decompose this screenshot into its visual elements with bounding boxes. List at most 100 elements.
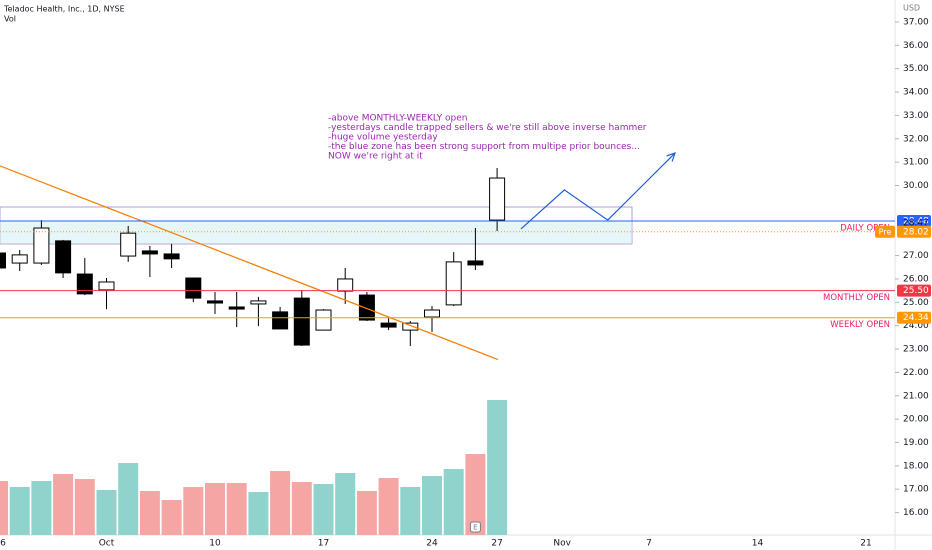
annotation-line: -the blue zone has been strong support f… — [328, 142, 640, 152]
volume-bar — [183, 487, 204, 535]
volume-bar — [378, 478, 399, 535]
y-tick-label: 34.00 — [903, 88, 929, 98]
y-tick-label: 20.00 — [903, 415, 929, 425]
y-tick-label: 25.00 — [903, 298, 929, 308]
candle-body — [272, 311, 289, 330]
candle-body — [402, 322, 419, 331]
volume-bar — [270, 471, 291, 535]
annotation-line: -above MONTHLY-WEEKLY open — [328, 114, 468, 124]
chart-title: Teladoc Health, Inc., 1D, NYSE — [3, 5, 125, 14]
y-tick-label: 37.00 — [903, 17, 929, 27]
candle-body — [424, 309, 440, 318]
volume-bar — [422, 476, 442, 535]
candle-body — [163, 253, 180, 260]
annotation-line: NOW we're right at it — [328, 152, 423, 162]
price-badge — [897, 225, 931, 238]
volume-bar — [139, 491, 160, 535]
premarket-tag-label: Pre — [879, 227, 892, 236]
event-label: E — [473, 524, 477, 532]
volume-bar — [161, 500, 182, 535]
volume-bar — [226, 483, 247, 535]
x-tick-label: Oct — [99, 539, 115, 549]
projection-path — [520, 152, 676, 230]
volume-bar — [248, 492, 269, 535]
candle-body — [489, 177, 506, 221]
x-tick-label: 27 — [491, 539, 502, 549]
event-badge — [469, 521, 481, 533]
candle-body — [55, 240, 72, 274]
y-tick-label: 35.00 — [903, 64, 929, 74]
candle-body — [207, 300, 223, 304]
x-tick-label: 14 — [752, 539, 764, 549]
candle-body — [250, 300, 267, 305]
volume-bar — [487, 400, 508, 535]
price-badge — [897, 311, 931, 324]
candle-body — [337, 278, 354, 292]
x-tick-label: 24 — [426, 539, 438, 549]
candle-body — [380, 322, 397, 328]
arrow-head — [666, 152, 677, 162]
candle-body — [467, 260, 484, 266]
candle-body — [11, 254, 28, 264]
volume-label: Vol — [4, 15, 16, 24]
y-tick-label: 23.00 — [903, 345, 929, 355]
volume-bar — [74, 479, 95, 535]
y-tick-label: 30.00 — [903, 181, 929, 191]
level-name: WEEKLY OPEN — [830, 320, 890, 330]
level-name: DAILY OPEN — [840, 224, 890, 234]
candle-body — [185, 277, 202, 299]
price-badge-label: 28.48 — [903, 217, 929, 227]
price-badge-label: 25.50 — [903, 286, 929, 296]
candle-body — [445, 261, 462, 306]
candle-body — [120, 232, 137, 257]
volume-bar — [0, 481, 8, 535]
x-tick-label: 6 — [0, 539, 6, 549]
y-tick-label: 33.00 — [903, 111, 929, 121]
y-tick-label: 19.00 — [903, 438, 929, 448]
last-price: 28.47 — [903, 219, 929, 229]
price-badge-label: 28.02 — [903, 227, 929, 237]
volume-bar — [465, 454, 486, 535]
y-tick-label: 22.00 — [903, 368, 929, 378]
x-tick-label: Nov — [553, 539, 571, 549]
volume-bar — [335, 473, 356, 535]
annotation-line: -huge volume yesterday — [328, 133, 438, 143]
y-tick-label: 21.00 — [903, 391, 929, 401]
volume-bar — [31, 481, 52, 535]
y-tick-label: 32.00 — [903, 134, 929, 144]
y-tick-label: 36.00 — [903, 41, 929, 51]
y-tick-label: 16.00 — [903, 508, 929, 518]
y-tick-label: 27.00 — [903, 251, 929, 261]
currency: USD — [903, 4, 920, 13]
support-zone-fill — [0, 220, 633, 245]
y-tick-label: 26.00 — [903, 274, 929, 284]
volume-bar — [118, 463, 139, 535]
volume-bar — [53, 474, 74, 535]
candle-body — [293, 297, 310, 346]
candle-body — [98, 281, 115, 291]
candle-body — [228, 306, 245, 310]
premarket-tag — [875, 225, 895, 238]
x-tick-label: 7 — [646, 539, 652, 549]
volume-bar — [9, 487, 30, 535]
y-tick-label: 31.00 — [903, 158, 929, 168]
y-tick-label: 17.00 — [903, 485, 929, 495]
volume-bar — [96, 490, 117, 535]
y-tick-label: 24.00 — [903, 321, 929, 331]
volume-bar — [443, 469, 464, 535]
candle-body — [76, 273, 93, 295]
candle-body — [33, 227, 50, 264]
candle-body — [358, 294, 375, 321]
volume-bar — [356, 491, 377, 535]
price-badge — [897, 215, 931, 228]
y-tick-label: 18.00 — [903, 461, 929, 471]
candle-body — [141, 250, 158, 255]
volume-bar — [400, 487, 421, 535]
candle-body — [0, 252, 6, 269]
volume-bar — [313, 484, 334, 535]
price-badge-label: 24.34 — [903, 313, 929, 323]
x-tick-label: 10 — [209, 539, 221, 549]
candle-body — [315, 309, 332, 331]
price-badge — [897, 284, 931, 297]
